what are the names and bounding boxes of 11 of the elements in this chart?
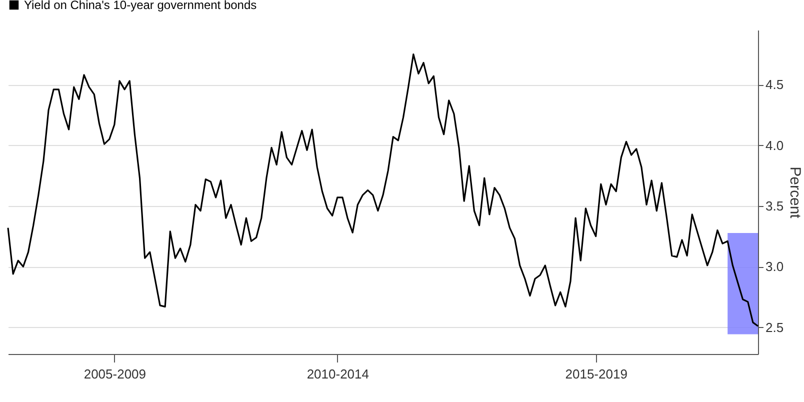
y-axis-title: Percent bbox=[786, 166, 804, 220]
x-tick-label: 2015-2019 bbox=[565, 366, 628, 382]
y-tick-label: 4.0 bbox=[766, 138, 784, 153]
y-tick-label: 2.5 bbox=[766, 320, 784, 335]
legend-label: Yield on China's 10-year government bonds bbox=[24, 0, 257, 12]
y-tick-label: 3.5 bbox=[766, 198, 784, 214]
line-series bbox=[7, 53, 759, 327]
y-tick-label: 3.0 bbox=[766, 259, 784, 274]
x-tick-label: 2005-2009 bbox=[84, 366, 146, 382]
x-tick-label: 2010-2014 bbox=[306, 366, 369, 382]
y-tick-label: 4.5 bbox=[766, 77, 784, 92]
